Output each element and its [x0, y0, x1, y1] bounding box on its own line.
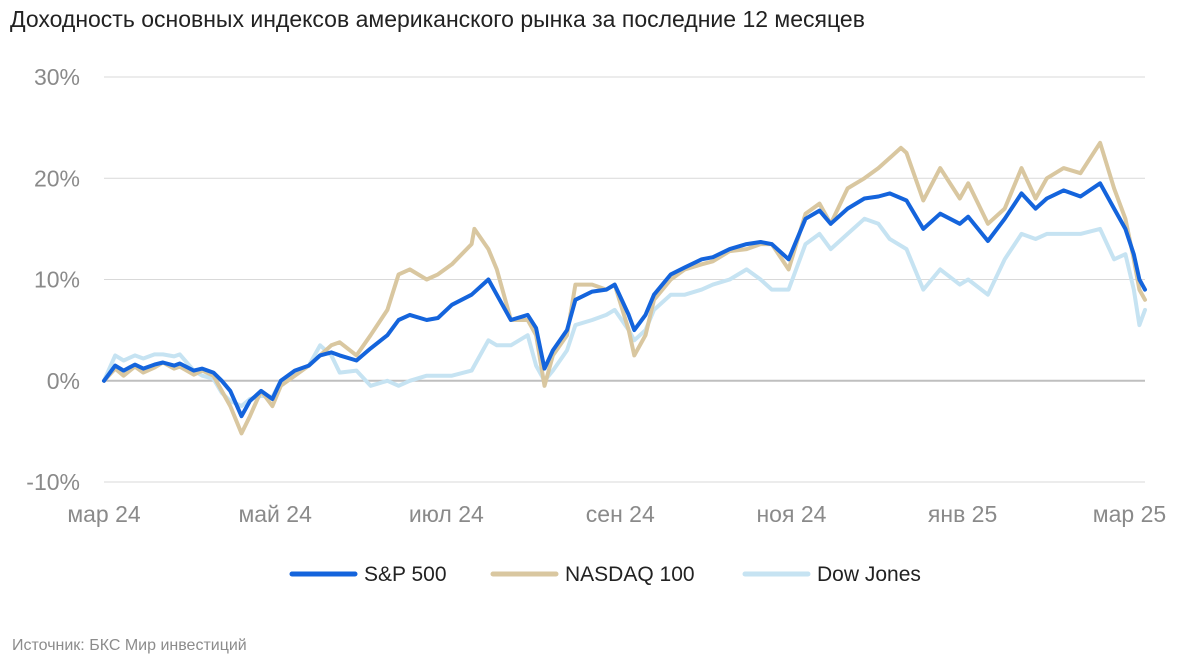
- x-axis-tick-labels: мар 24 май 24 июл 24 сен 24 ноя 24 янв 25 мар …: [67, 501, 1166, 527]
- y-tick-label: 10%: [34, 267, 80, 293]
- x-tick-label: мар 25: [1093, 501, 1166, 527]
- x-tick-label: сен 24: [586, 501, 655, 527]
- source-note: Источник: БКС Мир инвестиций: [12, 637, 247, 654]
- x-tick-label: янв 25: [928, 501, 997, 527]
- y-tick-label: 20%: [34, 165, 80, 191]
- series-line-sp500: [102, 181, 1147, 419]
- y-tick-label: 0%: [47, 368, 80, 394]
- series-lines: [102, 140, 1147, 436]
- legend-item-sp500: S&P 500: [289, 563, 447, 586]
- series-line-nasdaq: [102, 140, 1147, 436]
- grid-lines: [104, 76, 1145, 483]
- x-tick-label: май 24: [238, 501, 312, 527]
- legend-label: NASDAQ 100: [565, 563, 695, 586]
- legend-label: S&P 500: [364, 563, 447, 586]
- y-tick-label: 30%: [34, 64, 80, 90]
- legend-label: Dow Jones: [817, 563, 921, 586]
- x-tick-label: мар 24: [67, 501, 141, 527]
- chart-title: Доходность основных индексов американско…: [10, 6, 865, 32]
- x-tick-label: июл 24: [409, 501, 484, 527]
- x-tick-label: ноя 24: [756, 501, 826, 527]
- legend-item-dow: Dow Jones: [742, 563, 921, 586]
- legend-item-nasdaq: NASDAQ 100: [490, 563, 695, 586]
- y-axis-tick-labels: -10% 0% 10% 20% 30%: [26, 64, 80, 495]
- legend: S&P 500 NASDAQ 100 Dow Jones: [289, 563, 921, 586]
- y-tick-label: -10%: [26, 469, 80, 495]
